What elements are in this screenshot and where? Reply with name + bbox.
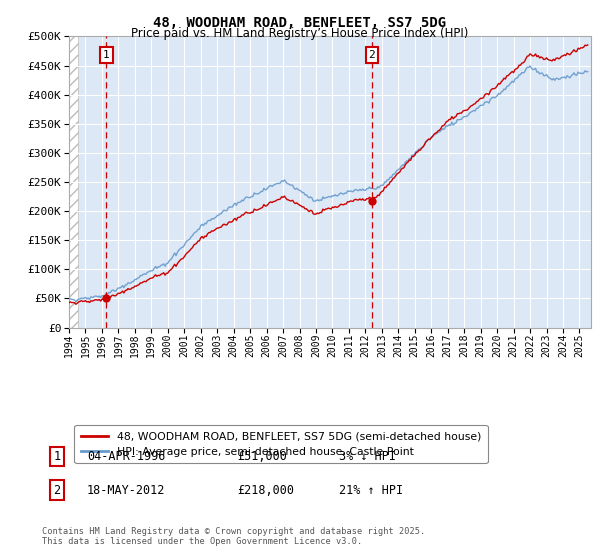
- Text: 48, WOODHAM ROAD, BENFLEET, SS7 5DG: 48, WOODHAM ROAD, BENFLEET, SS7 5DG: [154, 16, 446, 30]
- Text: 1: 1: [103, 50, 110, 60]
- Text: 18-MAY-2012: 18-MAY-2012: [87, 483, 166, 497]
- Text: £218,000: £218,000: [237, 483, 294, 497]
- Text: 2: 2: [53, 483, 61, 497]
- Text: 21% ↑ HPI: 21% ↑ HPI: [339, 483, 403, 497]
- Text: 3% ↓ HPI: 3% ↓ HPI: [339, 450, 396, 463]
- Text: 2: 2: [368, 50, 375, 60]
- Text: Contains HM Land Registry data © Crown copyright and database right 2025.
This d: Contains HM Land Registry data © Crown c…: [42, 526, 425, 546]
- Text: 1: 1: [53, 450, 61, 463]
- Text: £51,000: £51,000: [237, 450, 287, 463]
- Polygon shape: [69, 36, 78, 328]
- Legend: 48, WOODHAM ROAD, BENFLEET, SS7 5DG (semi-detached house), HPI: Average price, s: 48, WOODHAM ROAD, BENFLEET, SS7 5DG (sem…: [74, 425, 488, 464]
- Text: 04-APR-1996: 04-APR-1996: [87, 450, 166, 463]
- Text: Price paid vs. HM Land Registry’s House Price Index (HPI): Price paid vs. HM Land Registry’s House …: [131, 27, 469, 40]
